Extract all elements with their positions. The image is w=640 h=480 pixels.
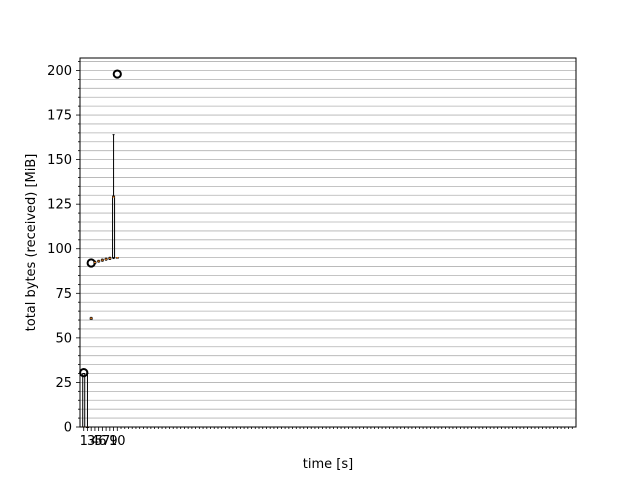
y-tick-label: 75 xyxy=(55,287,72,302)
y-tick-label: 175 xyxy=(47,109,72,124)
box-6 xyxy=(100,258,104,262)
flier-point xyxy=(79,368,89,378)
box-10 xyxy=(112,69,122,259)
y-axis-label: total bytes (received) [MiB] xyxy=(24,154,39,332)
y-axis: 0 25 50 75 100 125 150 175 200 xyxy=(47,61,80,436)
grid-lines xyxy=(80,61,576,428)
flier-point xyxy=(112,69,122,79)
box-body xyxy=(112,195,116,259)
x-tick-label: 1 xyxy=(80,434,88,449)
box-4 xyxy=(93,260,97,264)
y-tick-label: 200 xyxy=(47,64,72,79)
box-9 xyxy=(112,134,116,260)
box-7 xyxy=(104,257,108,261)
y-tick-label: 25 xyxy=(55,376,72,391)
x-axis-label: time [s] xyxy=(303,457,353,472)
box-series xyxy=(79,69,122,428)
y-tick-label: 125 xyxy=(47,198,72,213)
x-tick-label: 7 xyxy=(102,434,110,449)
y-tick-label: 50 xyxy=(55,331,72,346)
x-tick-label: 3 xyxy=(87,434,95,449)
y-tick-label: 150 xyxy=(47,153,72,168)
y-tick-label: 0 xyxy=(64,421,72,436)
box-8 xyxy=(108,256,112,260)
box-3 xyxy=(86,258,96,320)
x-tick-label: 5 xyxy=(95,434,103,449)
x-tick-label: 6 xyxy=(98,434,106,449)
x-tick-label: 9 xyxy=(109,434,117,449)
x-tick-label: 10 xyxy=(109,434,126,449)
box-5 xyxy=(97,259,101,263)
plot-frame xyxy=(79,57,577,428)
y-tick-label: 100 xyxy=(47,242,72,257)
x-tick-label: 4 xyxy=(91,434,99,449)
